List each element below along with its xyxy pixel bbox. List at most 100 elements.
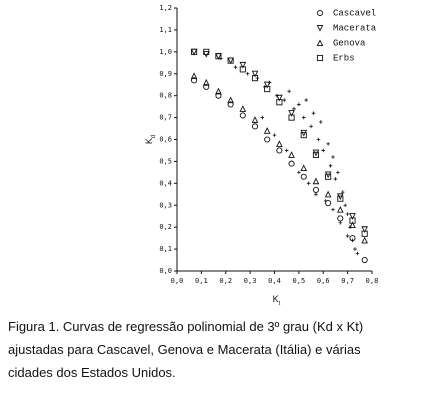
data-point	[314, 192, 318, 197]
data-point	[203, 48, 210, 55]
data-point	[324, 190, 332, 198]
x-tick-label: 0,5	[293, 277, 306, 285]
data-point	[260, 115, 265, 120]
data-point	[263, 81, 271, 89]
data-point	[267, 80, 272, 85]
data-point	[262, 85, 267, 89]
data-point	[337, 215, 344, 222]
y-tick-label: 1,0	[159, 48, 172, 56]
data-point	[288, 151, 295, 158]
data-point	[275, 93, 279, 98]
y-tick-label: 0,2	[159, 223, 172, 231]
data-point	[361, 230, 368, 237]
data-point	[340, 190, 345, 194]
data-point	[215, 53, 222, 60]
data-point	[349, 221, 356, 229]
data-point	[345, 234, 350, 238]
x-tick-label: 0,6	[317, 277, 330, 285]
data-point	[227, 57, 234, 65]
data-point	[239, 112, 246, 119]
data-point	[292, 107, 296, 111]
y-tick-label: 0,7	[159, 114, 172, 122]
data-point	[326, 142, 330, 146]
y-tick-label: 0,5	[159, 157, 172, 165]
data-point	[325, 200, 332, 207]
data-point	[276, 99, 283, 106]
data-point	[251, 70, 259, 78]
data-point	[300, 164, 308, 172]
y-tick-label: 0,1	[159, 245, 172, 253]
data-point	[301, 115, 306, 120]
x-label-main: K	[273, 294, 279, 304]
y-label-main: K	[144, 138, 154, 144]
data-point	[319, 120, 323, 124]
y-tick-label: 0,6	[159, 136, 172, 144]
data-point	[337, 195, 344, 202]
x-tick-label: 0,2	[219, 277, 232, 285]
data-point	[300, 132, 307, 139]
data-point	[331, 207, 335, 212]
data-point	[361, 236, 369, 244]
data-point	[345, 212, 350, 216]
data-point	[361, 226, 369, 233]
data-point	[227, 101, 234, 108]
data-point	[191, 77, 198, 84]
data-point	[323, 199, 328, 203]
data-point	[288, 160, 295, 167]
data-point	[288, 110, 295, 117]
data-point	[245, 71, 250, 76]
data-point	[336, 170, 340, 175]
data-point	[264, 136, 271, 143]
caption-line: Figura 1. Curvas de regressão polinomial…	[8, 319, 363, 334]
data-point	[284, 148, 289, 153]
data-point	[190, 48, 198, 56]
data-point	[355, 251, 360, 256]
data-point	[297, 102, 301, 107]
data-point	[215, 92, 222, 99]
x-tick-label: 0,8	[366, 277, 379, 285]
data-point	[282, 98, 287, 102]
data-point	[311, 111, 316, 115]
data-point	[338, 220, 343, 225]
data-point	[276, 147, 283, 154]
y-tick-label: 0,8	[159, 92, 172, 100]
x-tick-label: 0,1	[195, 277, 208, 285]
x-tick-label: 0,0	[171, 277, 184, 285]
caption-line: cidades dos Estados Unidos.	[8, 365, 176, 380]
data-point	[312, 177, 320, 185]
data-point	[312, 151, 319, 158]
data-point	[350, 238, 355, 243]
y-tick-label: 1,1	[159, 26, 172, 34]
data-point	[191, 48, 198, 55]
data-point	[331, 155, 335, 159]
data-point	[349, 213, 356, 220]
data-point	[297, 170, 301, 175]
y-tick-label: 0,9	[159, 70, 172, 78]
data-point	[312, 186, 319, 193]
data-point	[215, 87, 222, 95]
x-label-sub: t	[279, 301, 281, 307]
data-point	[348, 225, 352, 229]
data-point	[239, 61, 247, 69]
data-point	[306, 181, 311, 186]
legend-label: Genova	[333, 38, 366, 48]
y-axis-label: Kd	[144, 135, 156, 144]
data-point	[264, 86, 271, 93]
data-point	[321, 148, 326, 153]
y-tick-label: 0,0	[159, 267, 172, 275]
data-point	[309, 124, 313, 129]
data-point	[287, 89, 291, 94]
data-point	[251, 116, 259, 123]
legend-marker	[316, 24, 324, 32]
data-point	[202, 78, 210, 86]
data-point	[276, 94, 283, 102]
caption-line: ajustadas para Cascavel, Genova e Macera…	[8, 342, 361, 357]
data-point	[288, 114, 295, 121]
data-point	[304, 98, 308, 102]
data-point	[227, 96, 234, 104]
data-point	[263, 127, 271, 134]
legend-marker	[316, 54, 324, 62]
data-point	[343, 203, 347, 208]
data-point	[190, 72, 198, 79]
